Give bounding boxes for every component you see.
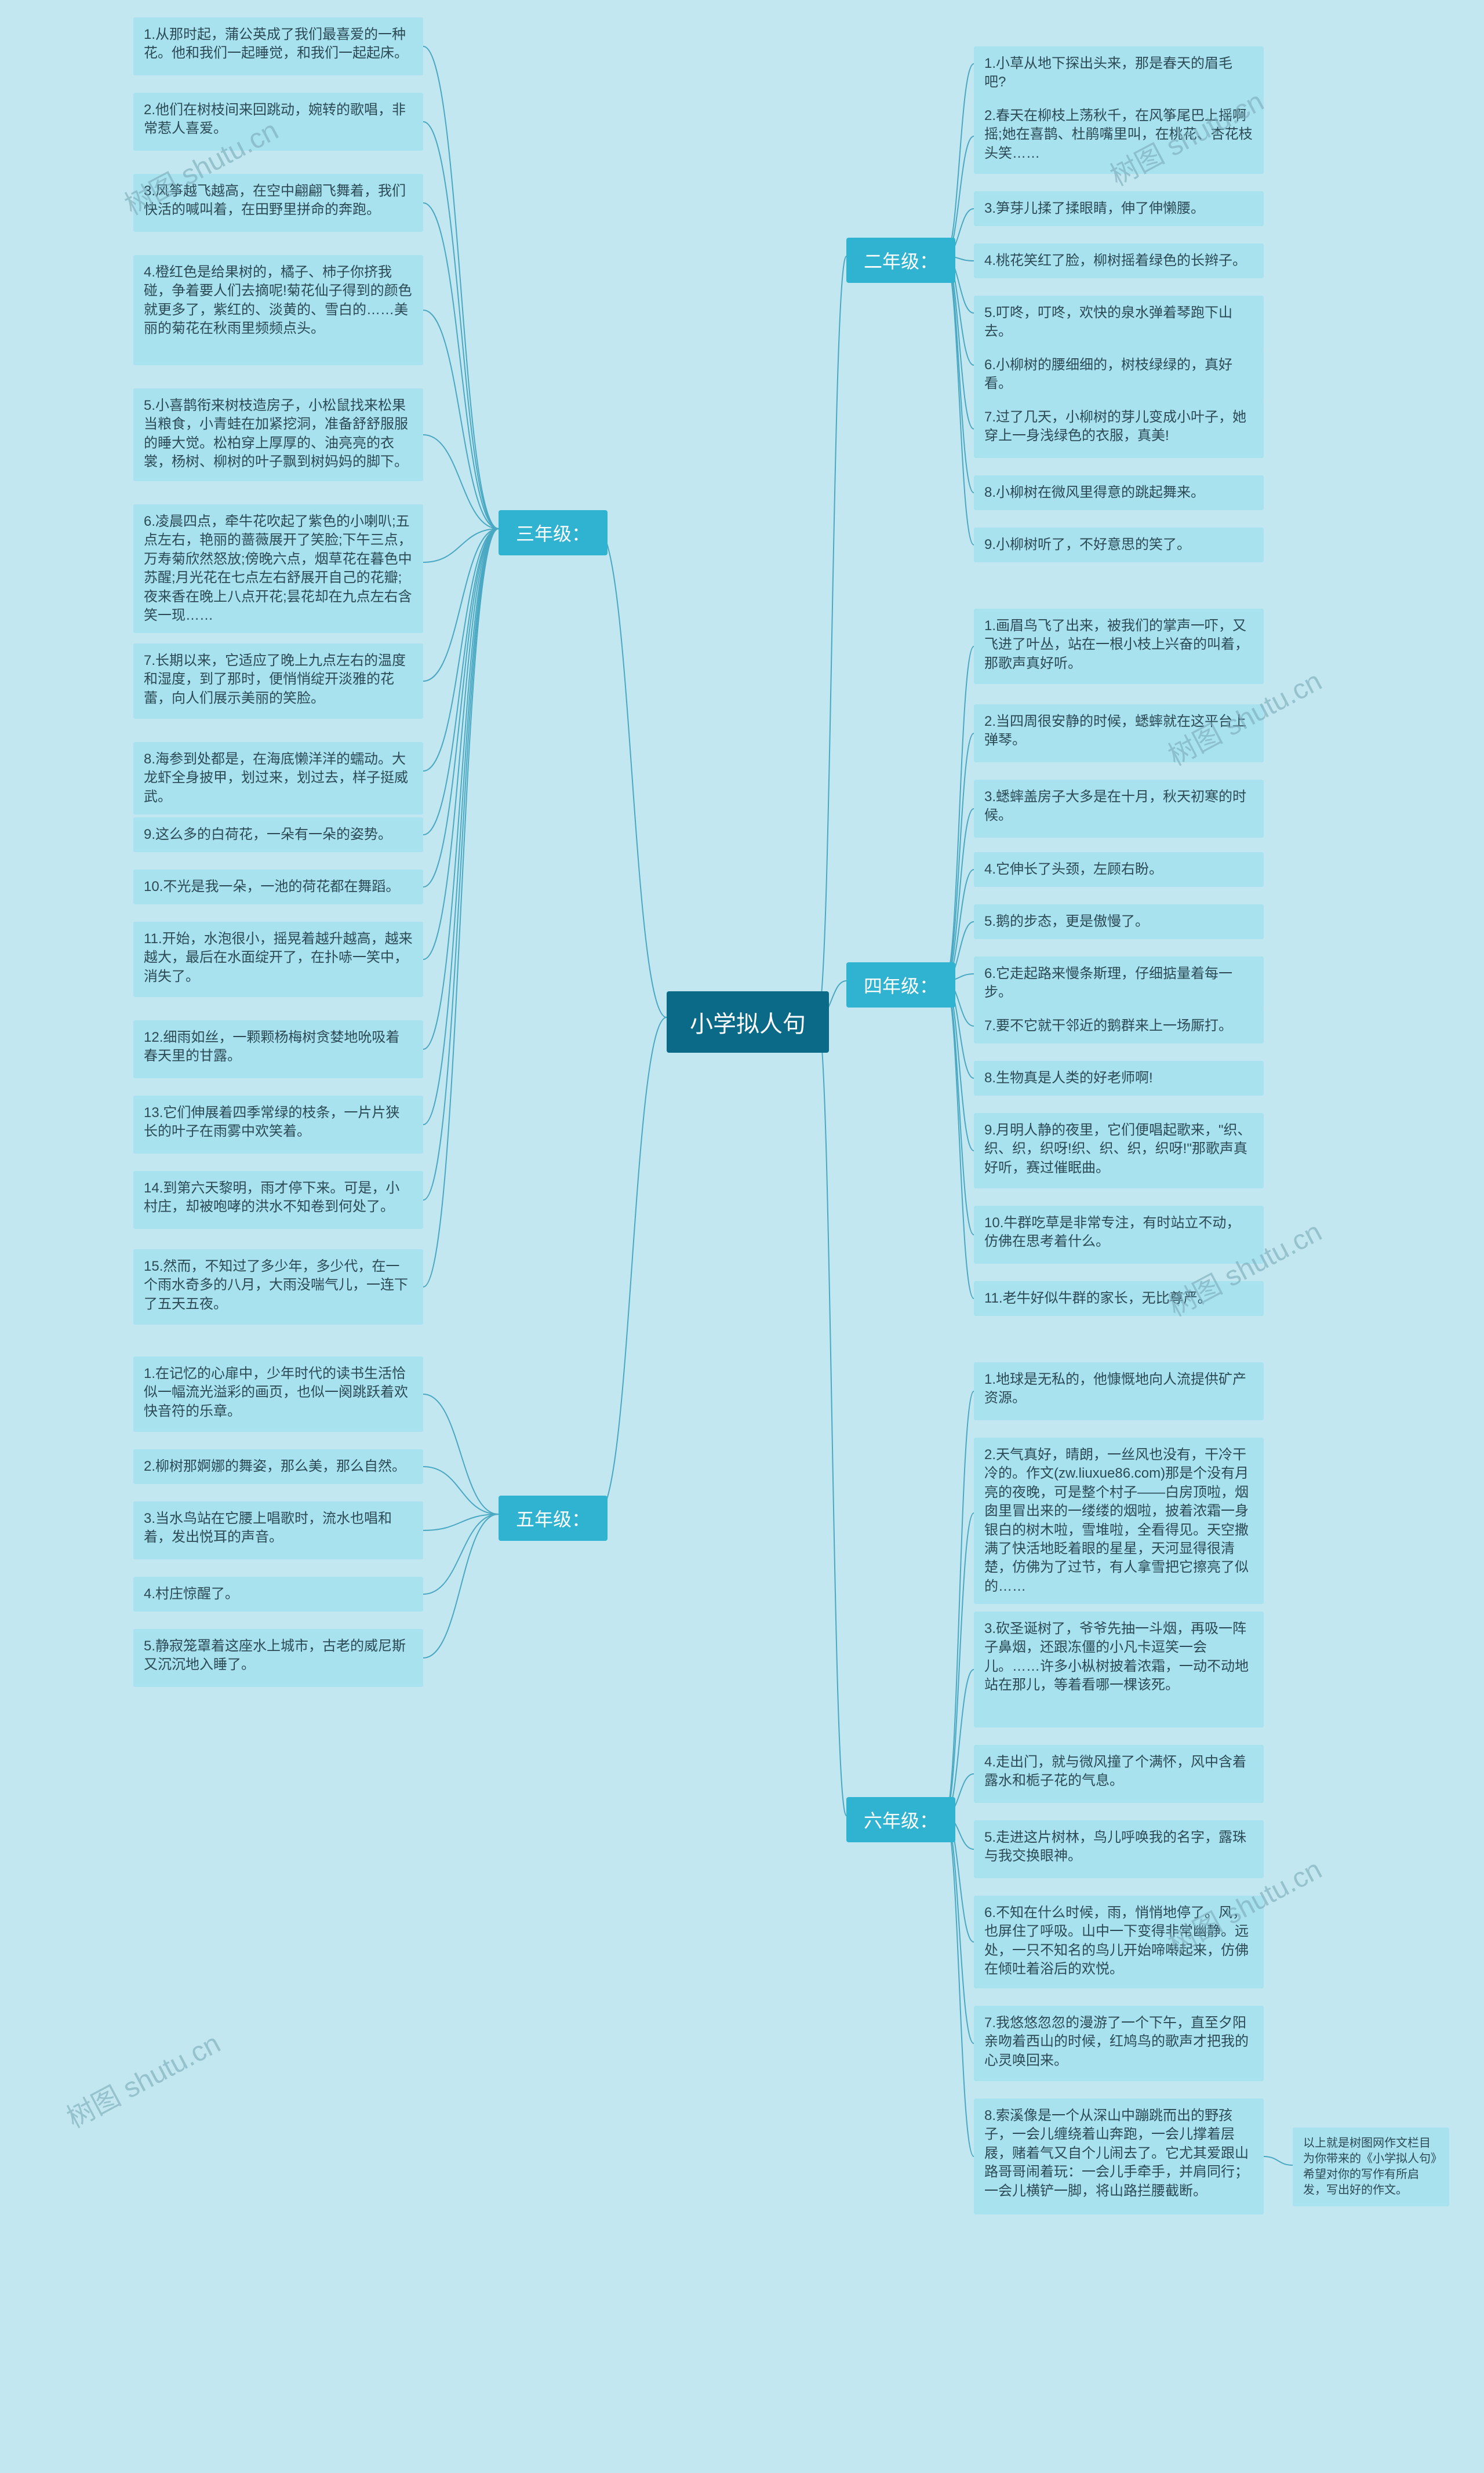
leaf-g2-6: 7.过了几天，小柳树的芽儿变成小叶子，她穿上一身浅绿色的衣服，真美! bbox=[974, 400, 1264, 458]
leaf-g3-11: 12.细雨如丝，一颗颗杨梅树贪婪地吮吸着春天里的甘露。 bbox=[133, 1020, 423, 1078]
leaf-g6-1: 2.天气真好，晴朗，一丝风也没有，干冷干冷的。作文(zw.liuxue86.co… bbox=[974, 1438, 1264, 1604]
leaf-g2-2: 3.笋芽儿揉了揉眼睛，伸了伸懒腰。 bbox=[974, 191, 1264, 226]
leaf-g4-7: 8.生物真是人类的好老师啊! bbox=[974, 1061, 1264, 1096]
grade-g2: 二年级： bbox=[846, 238, 955, 283]
leaf-g2-5: 6.小柳树的腰细细的，树枝绿绿的，真好看。 bbox=[974, 348, 1264, 402]
leaf-g2-8: 9.小柳树听了，不好意思的笑了。 bbox=[974, 528, 1264, 562]
leaf-g3-7: 8.海参到处都是，在海底懒洋洋的蠕动。大龙虾全身披甲，划过来，划过去，样子挺威武… bbox=[133, 742, 423, 814]
leaf-g3-0: 1.从那时起，蒲公英成了我们最喜爱的一种花。他和我们一起睡觉，和我们一起起床。 bbox=[133, 17, 423, 75]
leaf-g6-6: 7.我悠悠忽忽的漫游了一个下午，直至夕阳亲吻着西山的时候，红鸠鸟的歌声才把我的心… bbox=[974, 2006, 1264, 2081]
leaf-g4-0: 1.画眉鸟飞了出来，被我们的掌声一吓，又飞进了叶丛，站在一根小枝上兴奋的叫着，那… bbox=[974, 609, 1264, 684]
leaf-g6-5: 6.不知在什么时候，雨，悄悄地停了。风，也屏住了呼吸。山中一下变得非常幽静。远处… bbox=[974, 1896, 1264, 1988]
leaf-g3-4: 5.小喜鹊衔来树枝造房子，小松鼠找来松果当粮食，小青蛙在加紧挖洞，准备舒舒服服的… bbox=[133, 388, 423, 481]
leaf-g6-0: 1.地球是无私的，他慷慨地向人流提供矿产资源。 bbox=[974, 1362, 1264, 1420]
canvas: 小学拟人句 三年级： 1.从那时起，蒲公英成了我们最喜爱的一种花。他和我们一起睡觉… bbox=[0, 0, 1484, 2473]
leaf-g3-9: 10.不光是我一朵，一池的荷花都在舞蹈。 bbox=[133, 870, 423, 904]
root-node: 小学拟人句 bbox=[667, 991, 829, 1053]
leaf-g2-0: 1.小草从地下探出头来，那是春天的眉毛吧? bbox=[974, 46, 1264, 100]
leaf-g2-7: 8.小柳树在微风里得意的跳起舞来。 bbox=[974, 475, 1264, 510]
leaf-g6-3: 4.走出门，就与微风撞了个满怀，风中含着露水和栀子花的气息。 bbox=[974, 1745, 1264, 1803]
leaf-g4-10: 11.老牛好似牛群的家长，无比尊严。 bbox=[974, 1281, 1264, 1316]
leaf-g5-0: 1.在记忆的心扉中，少年时代的读书生活恰似一幅流光溢彩的画页，也似一阕跳跃着欢快… bbox=[133, 1356, 423, 1432]
leaf-g5-3: 4.村庄惊醒了。 bbox=[133, 1577, 423, 1612]
leaf-g4-5: 6.它走起路来慢条斯理，仔细掂量着每一步。 bbox=[974, 957, 1264, 1010]
root-label: 小学拟人句 bbox=[690, 1012, 806, 1037]
leaf-g5-2: 3.当水鸟站在它腰上唱歌时，流水也唱和着，发出悦耳的声音。 bbox=[133, 1501, 423, 1559]
leaf-g3-3: 4.橙红色是给果树的，橘子、杮子你挤我碰，争着要人们去摘呢!菊花仙子得到的颜色就… bbox=[133, 255, 423, 365]
leaf-g5-1: 2.柳树那婀娜的舞姿，那么美，那么自然。 bbox=[133, 1449, 423, 1484]
leaf-g4-8: 9.月明人静的夜里，它们便唱起歌来，"织、织、织，织呀!织、织、织，织呀!"那歌… bbox=[974, 1113, 1264, 1188]
leaf-g3-5: 6.凌晨四点，牵牛花吹起了紫色的小喇叭;五点左右，艳丽的蔷薇展开了笑脸;下午三点… bbox=[133, 504, 423, 633]
leaf-g4-1: 2.当四周很安静的时候，蟋蟀就在这平台上弹琴。 bbox=[974, 704, 1264, 762]
leaf-g2-3: 4.桃花笑红了脸，柳树摇着绿色的长辫子。 bbox=[974, 243, 1264, 278]
leaf-g6-7: 8.索溪像是一个从深山中蹦跳而出的野孩子，一会儿缠绕着山奔跑，一会儿撑着层屐，赌… bbox=[974, 2099, 1264, 2214]
grade-g3: 三年级： bbox=[499, 510, 608, 555]
grade-g5: 五年级： bbox=[499, 1496, 608, 1541]
leaf-g3-8: 9.这么多的白荷花，一朵有一朵的姿势。 bbox=[133, 817, 423, 852]
leaf-g4-4: 5.鹅的步态，更是傲慢了。 bbox=[974, 904, 1264, 939]
leaf-g4-6: 7.要不它就干邻近的鹅群来上一场厮打。 bbox=[974, 1009, 1264, 1043]
leaf-g6-2: 3.砍圣诞树了，爷爷先抽一斗烟，再吸一阵子鼻烟，还跟冻僵的小凡卡逗笑一会儿。……… bbox=[974, 1612, 1264, 1728]
leaf-g3-13: 14.到第六天黎明，雨才停下来。可是，小村庄，却被咆哮的洪水不知卷到何处了。 bbox=[133, 1171, 423, 1229]
leaf-g6-4: 5.走进这片树林，鸟儿呼唤我的名字，露珠与我交换眼神。 bbox=[974, 1820, 1264, 1878]
leaf-g3-10: 11.开始，水泡很小，摇晃着越升越高，越来越大，最后在水面绽开了，在扑哧一笑中，… bbox=[133, 922, 423, 997]
leaf-g5-4: 5.静寂笼罩着这座水上城市，古老的威尼斯又沉沉地入睡了。 bbox=[133, 1629, 423, 1687]
leaf-g3-14: 15.然而，不知过了多少年，多少代，在一个雨水奇多的八月，大雨没喘气儿，一连下了… bbox=[133, 1249, 423, 1325]
leaf-g4-3: 4.它伸长了头颈，左顾右盼。 bbox=[974, 852, 1264, 887]
leaf-g4-9: 10.牛群吃草是非常专注，有时站立不动，仿佛在思考着什么。 bbox=[974, 1206, 1264, 1264]
leaf-g3-12: 13.它们伸展着四季常绿的枝条，一片片狭长的叶子在雨雾中欢笑着。 bbox=[133, 1096, 423, 1154]
leaf-g2-1: 2.春天在柳枝上荡秋千，在风筝尾巴上摇啊摇;她在喜鹊、杜鹃嘴里叫，在桃花、杏花枝… bbox=[974, 99, 1264, 174]
grade-g6: 六年级： bbox=[846, 1797, 955, 1842]
leaf-g3-1: 2.他们在树枝间来回跳动，婉转的歌唱，非常惹人喜爱。 bbox=[133, 93, 423, 151]
leaf-g6-7-child: 以上就是树图网作文栏目为你带来的《小学拟人句》希望对你的写作有所启发，写出好的作… bbox=[1293, 2127, 1449, 2206]
leaf-g4-2: 3.蟋蟀盖房子大多是在十月，秋天初寒的时候。 bbox=[974, 780, 1264, 838]
watermark: 树图 shutu.cn bbox=[59, 2021, 227, 2136]
grade-g4: 四年级： bbox=[846, 962, 955, 1008]
leaf-g3-6: 7.长期以来，它适应了晚上九点左右的温度和湿度，到了那时，便悄悄绽开淡雅的花蕾，… bbox=[133, 643, 423, 719]
leaf-g3-2: 3.风筝越飞越高，在空中翩翩飞舞着，我们快活的喊叫着，在田野里拼命的奔跑。 bbox=[133, 174, 423, 232]
leaf-g2-4: 5.叮咚，叮咚，欢快的泉水弹着琴跑下山去。 bbox=[974, 296, 1264, 350]
